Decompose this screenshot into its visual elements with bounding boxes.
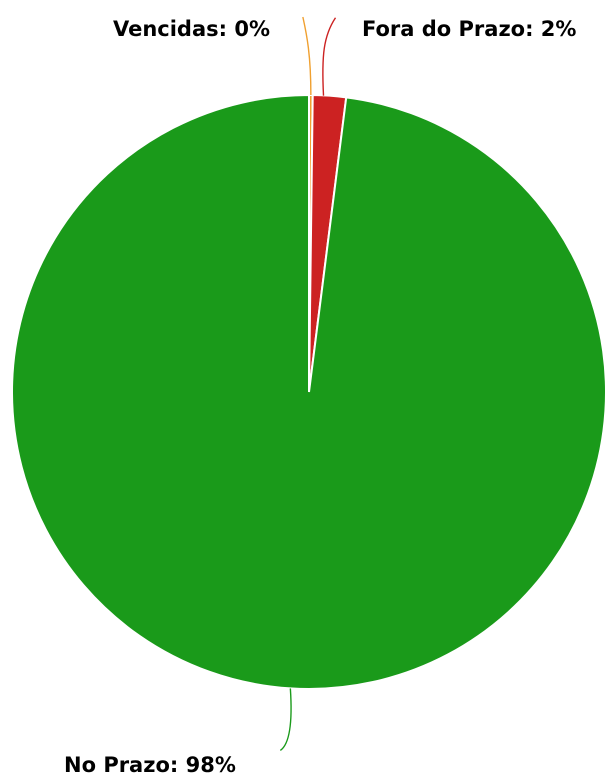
slice-label-no-prazo: No Prazo: 98%: [64, 753, 236, 777]
slice-label-vencidas: Vencidas: 0%: [113, 17, 270, 41]
slice-label-fora-do-prazo: Fora do Prazo: 2%: [362, 17, 576, 41]
connector-fora-do-prazo: [322, 17, 337, 96]
connector-vencidas: [302, 16, 312, 96]
connector-no-prazo: [279, 688, 292, 751]
pie-slice-no-prazo: [11, 93, 606, 690]
pie-slices: [11, 93, 606, 690]
label-connectors: [279, 16, 337, 751]
